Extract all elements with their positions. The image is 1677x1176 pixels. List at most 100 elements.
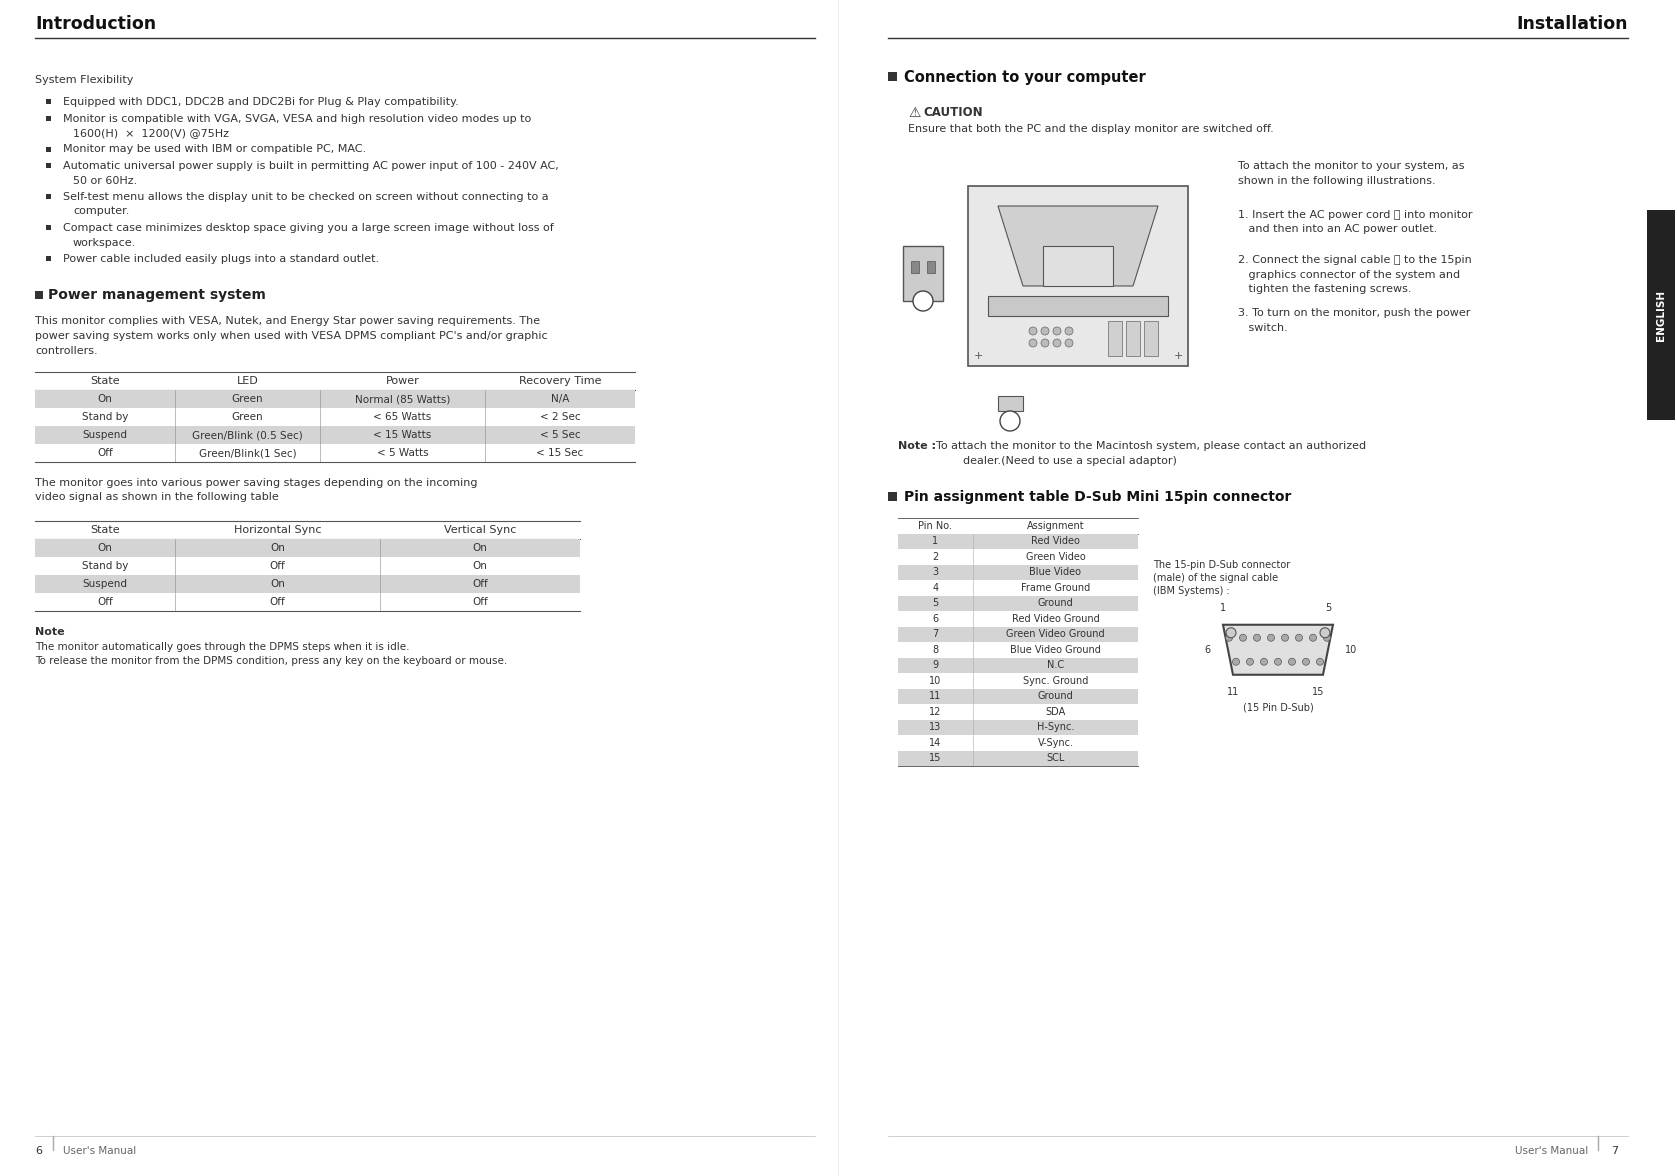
Bar (35, 575, 580, 593)
Text: LED: LED (236, 376, 258, 386)
Bar (1125, 321, 1140, 356)
Circle shape (1053, 327, 1062, 335)
Text: To release the monitor from the DPMS condition, press any key on the keyboard or: To release the monitor from the DPMS con… (35, 656, 506, 666)
Bar (897, 750, 1139, 766)
Text: Stand by: Stand by (82, 412, 127, 422)
Text: Stand by: Stand by (82, 561, 127, 572)
Bar (998, 396, 1023, 410)
Text: Monitor may be used with IBM or compatible PC, MAC.: Monitor may be used with IBM or compatib… (64, 145, 366, 154)
Circle shape (912, 290, 932, 310)
Bar (35, 426, 636, 445)
Text: 1. Insert the AC power cord ⓐ into monitor: 1. Insert the AC power cord ⓐ into monit… (1238, 211, 1472, 220)
Circle shape (1288, 659, 1296, 666)
Text: 4: 4 (932, 583, 939, 593)
Text: 2. Connect the signal cable ⓑ to the 15pin: 2. Connect the signal cable ⓑ to the 15p… (1238, 255, 1472, 265)
Text: 1: 1 (1008, 416, 1013, 426)
Text: V-Sync.: V-Sync. (1038, 737, 1073, 748)
Text: 3: 3 (932, 567, 939, 577)
Text: Off: Off (97, 448, 112, 457)
Circle shape (1261, 659, 1268, 666)
Text: Suspend: Suspend (82, 579, 127, 589)
Text: Off: Off (270, 561, 285, 572)
Text: Power management system: Power management system (49, 288, 267, 302)
Text: ⚠: ⚠ (907, 106, 921, 120)
Text: 7: 7 (1612, 1145, 1618, 1156)
Bar (1144, 321, 1159, 356)
Text: < 5 Sec: < 5 Sec (540, 430, 580, 440)
Text: 7: 7 (932, 629, 939, 640)
Bar (897, 534, 1139, 549)
Text: 3. To turn on the monitor, push the power: 3. To turn on the monitor, push the powe… (1238, 308, 1471, 319)
Bar (902, 246, 942, 301)
Text: 1: 1 (1219, 603, 1226, 613)
Text: (15 Pin D-Sub): (15 Pin D-Sub) (1243, 703, 1313, 713)
Circle shape (1065, 339, 1073, 347)
Text: Recovery Time: Recovery Time (518, 376, 602, 386)
Text: Ground: Ground (1038, 691, 1073, 701)
Text: Blue Video Ground: Blue Video Ground (1010, 644, 1100, 655)
Text: Assignment: Assignment (1026, 521, 1085, 530)
Text: 9: 9 (932, 660, 939, 670)
Bar (897, 688, 1139, 704)
Text: workspace.: workspace. (74, 238, 136, 247)
Text: Pin assignment table D-Sub Mini 15pin connector: Pin assignment table D-Sub Mini 15pin co… (904, 490, 1291, 505)
Circle shape (1239, 634, 1246, 641)
Circle shape (1268, 634, 1275, 641)
Circle shape (1226, 634, 1233, 641)
Bar (45, 225, 50, 230)
Text: On: On (473, 561, 488, 572)
Text: < 5 Watts: < 5 Watts (377, 448, 428, 457)
Text: Monitor is compatible with VGA, SVGA, VESA and high resolution video modes up to: Monitor is compatible with VGA, SVGA, VE… (64, 114, 532, 123)
Bar (897, 735, 1139, 750)
Text: Power cable included easily plugs into a standard outlet.: Power cable included easily plugs into a… (64, 254, 379, 263)
Text: 6: 6 (932, 614, 939, 623)
Bar (897, 595, 1139, 612)
Text: Equipped with DDC1, DDC2B and DDC2Bi for Plug & Play compatibility.: Equipped with DDC1, DDC2B and DDC2Bi for… (64, 96, 459, 107)
Circle shape (1246, 659, 1253, 666)
Text: Vertical Sync: Vertical Sync (444, 524, 517, 535)
Text: power saving system works only when used with VESA DPMS compliant PC's and/or gr: power saving system works only when used… (35, 330, 548, 341)
Text: Green/Blink(1 Sec): Green/Blink(1 Sec) (198, 448, 297, 457)
Circle shape (1281, 634, 1288, 641)
Text: On: On (270, 543, 285, 553)
Text: Blue Video: Blue Video (1030, 567, 1082, 577)
Text: User's Manual: User's Manual (64, 1145, 136, 1156)
Text: N/A: N/A (550, 394, 569, 405)
Text: This monitor complies with VESA, Nutek, and Energy Star power saving requirement: This monitor complies with VESA, Nutek, … (35, 316, 540, 327)
Text: Pin No.: Pin No. (919, 521, 953, 530)
Text: 11: 11 (1228, 687, 1239, 696)
Bar (45, 256, 50, 261)
Circle shape (1041, 327, 1050, 335)
Circle shape (1030, 339, 1036, 347)
Text: shown in the following illustrations.: shown in the following illustrations. (1238, 175, 1436, 186)
Text: 1600(H)  ×  1200(V) @75Hz: 1600(H) × 1200(V) @75Hz (74, 128, 230, 138)
Text: 6: 6 (1204, 644, 1211, 655)
Text: Automatic universal power supply is built in permitting AC power input of 100 - : Automatic universal power supply is buil… (64, 161, 558, 171)
Text: 10: 10 (929, 676, 941, 686)
Text: SCL: SCL (1046, 754, 1065, 763)
Bar (35, 557, 580, 575)
Bar (897, 704, 1139, 720)
Text: (IBM Systems) :: (IBM Systems) : (1154, 586, 1229, 596)
Text: controllers.: controllers. (35, 346, 97, 355)
Text: 8: 8 (932, 644, 939, 655)
Bar (927, 261, 936, 273)
Bar (45, 194, 50, 199)
Text: Sync. Ground: Sync. Ground (1023, 676, 1088, 686)
Bar (897, 642, 1139, 657)
Bar (35, 408, 636, 426)
Text: 5: 5 (1325, 603, 1332, 613)
Text: Red Video Ground: Red Video Ground (1011, 614, 1100, 623)
Text: Power: Power (386, 376, 419, 386)
Circle shape (1320, 628, 1330, 637)
Bar (1108, 321, 1122, 356)
Text: System Flexibility: System Flexibility (35, 75, 134, 85)
Text: dealer.(Need to use a special adaptor): dealer.(Need to use a special adaptor) (963, 455, 1177, 466)
Text: State: State (91, 376, 119, 386)
Text: Off: Off (97, 597, 112, 607)
Text: 5: 5 (932, 599, 939, 608)
Text: N.C: N.C (1046, 660, 1065, 670)
Text: 15: 15 (1311, 687, 1325, 696)
Text: Compact case minimizes desktop space giving you a large screen image without los: Compact case minimizes desktop space giv… (64, 223, 553, 233)
Text: On: On (97, 543, 112, 553)
